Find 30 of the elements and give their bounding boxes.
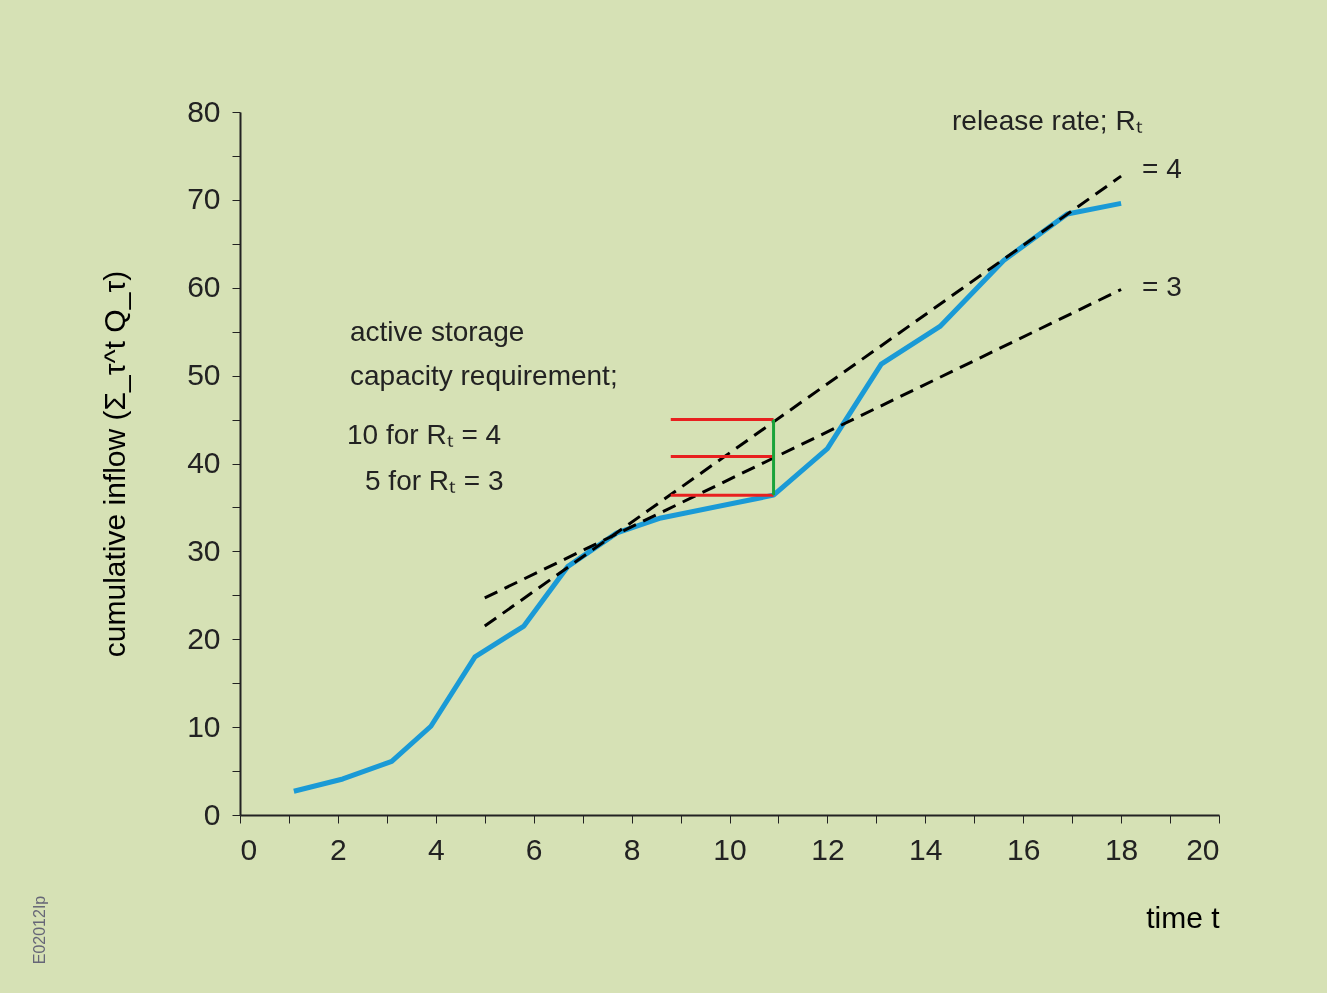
x-tick-label: 18 bbox=[1104, 832, 1139, 866]
x-tick-label: 14 bbox=[909, 832, 943, 866]
y-tick-label: 0 bbox=[203, 797, 221, 831]
y-axis-title: cumulative inflow (Σ_τ^t Q_τ) bbox=[97, 270, 131, 658]
x-tick-label: 12 bbox=[811, 832, 845, 866]
x-tick-label: 8 bbox=[623, 832, 641, 866]
y-tick-label: 50 bbox=[187, 358, 221, 392]
annotation: capacity requirement; bbox=[350, 360, 618, 391]
y-tick-label: 60 bbox=[187, 270, 221, 304]
annotation: 5 for Rₜ = 3 bbox=[365, 465, 504, 496]
y-tick-label: 20 bbox=[187, 621, 221, 655]
y-tick-label: 80 bbox=[187, 94, 221, 128]
x-tick-label: 2 bbox=[330, 832, 347, 866]
x-tick-label: 20 bbox=[1186, 832, 1220, 866]
y-tick-label: 10 bbox=[187, 709, 221, 743]
annotation: 10 for Rₜ = 4 bbox=[347, 419, 502, 450]
annotation: = 4 bbox=[1142, 153, 1182, 184]
annotation: active storage bbox=[350, 316, 525, 347]
x-tick-label: 4 bbox=[427, 832, 445, 866]
x-tick-label: 6 bbox=[525, 832, 543, 866]
y-tick-label: 40 bbox=[187, 446, 221, 479]
text: E02012Ip bbox=[31, 895, 48, 965]
x-tick-label: 16 bbox=[1007, 832, 1041, 866]
annotation: = 3 bbox=[1142, 271, 1182, 302]
x-axis-title: time t bbox=[1146, 900, 1221, 934]
x-tick-label: 0 bbox=[240, 832, 258, 866]
y-tick-label: 70 bbox=[187, 182, 221, 216]
y-tick-label: 30 bbox=[187, 533, 221, 567]
x-tick-label: 10 bbox=[713, 832, 747, 866]
annotation: release rate; Rₜ bbox=[952, 105, 1143, 136]
